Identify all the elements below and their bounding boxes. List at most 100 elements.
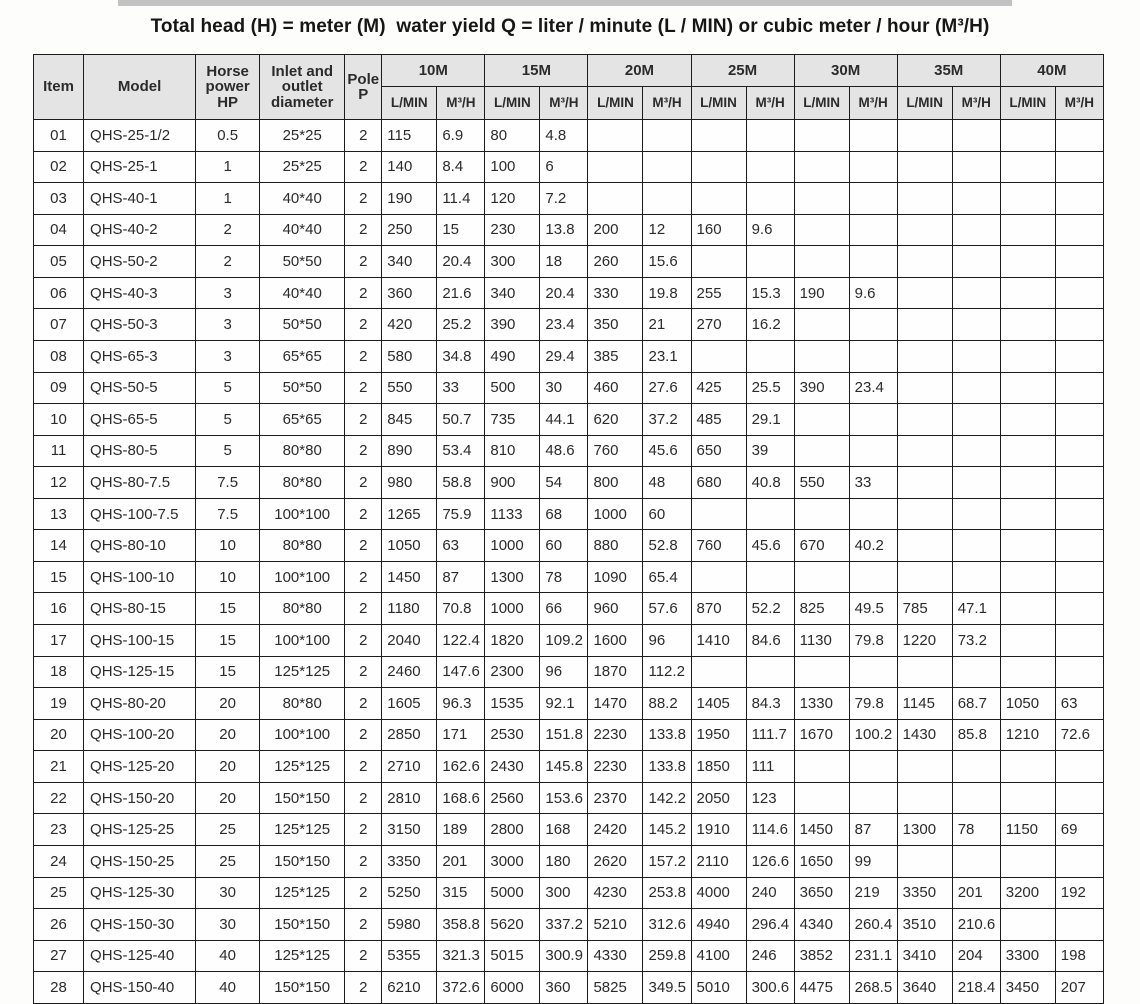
q-35m-lmin-cell: 3410	[896, 939, 953, 973]
q-40m-lmin-cell	[999, 592, 1056, 625]
q-35m-m3h-cell	[951, 655, 1001, 689]
q-30m-m3h-cell: 49.5	[848, 592, 898, 625]
diameter-cell: 125*125	[259, 655, 346, 689]
diameter-cell: 80*80	[259, 592, 346, 625]
q-25m-lmin-cell: 680	[690, 466, 747, 499]
header-unit-lmin: L/MIN	[484, 86, 541, 120]
q-15m-lmin-cell: 230	[484, 213, 541, 247]
q-20m-m3h-cell: 312.6	[642, 908, 692, 941]
q-35m-m3h-cell	[951, 245, 1001, 278]
header-unit-m3h: M³/H	[951, 86, 1001, 120]
q-15m-m3h-cell: 109.2	[539, 624, 589, 657]
q-25m-lmin-cell: 760	[690, 529, 747, 562]
diameter-cell: 40*40	[259, 182, 346, 215]
q-15m-m3h-cell: 30	[539, 371, 589, 405]
q-35m-lmin-cell	[896, 213, 953, 247]
model-cell: QHS-80-7.5	[83, 466, 197, 499]
q-40m-lmin-cell: 3450	[999, 971, 1056, 1004]
horsepower-cell: 10	[195, 529, 261, 562]
model-cell: QHS-100-15	[83, 624, 197, 657]
q-30m-m3h-cell	[848, 245, 898, 278]
q-10m-lmin-cell: 3150	[381, 813, 438, 846]
q-30m-m3h-cell: 260.4	[848, 908, 898, 941]
table-row: 23 QHS-125-25 25 125*125 2 3150 189 2800 168 2420…	[32, 813, 1105, 846]
q-20m-m3h-cell: 45.6	[642, 434, 692, 468]
table-row: 19 QHS-80-20 20 80*80 2 1605 96.3 1535 92.1 1470 8…	[32, 687, 1105, 720]
q-25m-m3h-cell: 25.5	[745, 371, 795, 405]
q-10m-m3h-cell: 58.8	[436, 466, 486, 499]
q-25m-lmin-cell: 4940	[690, 908, 747, 941]
q-35m-lmin-cell: 1430	[896, 718, 953, 752]
q-30m-m3h-cell: 23.4	[848, 371, 898, 405]
q-15m-lmin-cell: 2560	[484, 781, 541, 815]
q-25m-m3h-cell: 111	[745, 750, 795, 783]
q-15m-lmin-cell: 2800	[484, 813, 541, 846]
header-head-30m: 30M	[793, 54, 898, 87]
model-cell: QHS-50-2	[83, 245, 197, 278]
q-10m-lmin-cell: 360	[381, 276, 438, 310]
q-25m-m3h-cell	[745, 150, 795, 184]
table-row: 24 QHS-150-25 25 150*150 2 3350 201 3000 180 2620…	[32, 844, 1105, 878]
q-20m-m3h-cell: 57.6	[642, 592, 692, 625]
item-cell: 23	[32, 813, 85, 846]
q-40m-lmin-cell: 3200	[999, 876, 1056, 910]
horsepower-cell: 15	[195, 655, 261, 689]
q-15m-lmin-cell: 5015	[484, 939, 541, 973]
q-10m-lmin-cell: 5980	[381, 908, 438, 941]
model-cell: QHS-125-25	[83, 813, 197, 846]
q-35m-m3h-cell	[951, 308, 1001, 341]
q-30m-lmin-cell	[793, 497, 850, 531]
q-10m-lmin-cell: 1180	[381, 592, 438, 625]
model-cell: QHS-65-3	[83, 339, 197, 373]
q-10m-m3h-cell: 11.4	[436, 182, 486, 215]
diameter-cell: 65*65	[259, 403, 346, 436]
pole-cell: 2	[344, 276, 383, 310]
table-row: 13 QHS-100-7.5 7.5 100*100 2 1265 75.9 1133 68 10…	[32, 497, 1105, 531]
q-10m-m3h-cell: 162.6	[436, 750, 486, 783]
q-20m-m3h-cell	[642, 119, 692, 152]
q-35m-lmin-cell	[896, 655, 953, 689]
q-40m-lmin-cell	[999, 371, 1056, 405]
q-30m-lmin-cell: 3650	[793, 876, 850, 910]
q-30m-m3h-cell: 40.2	[848, 529, 898, 562]
q-35m-lmin-cell	[896, 339, 953, 373]
model-cell: QHS-100-7.5	[83, 497, 197, 531]
header-head-35m: 35M	[896, 54, 1001, 87]
q-10m-lmin-cell: 250	[381, 213, 438, 247]
q-30m-m3h-cell: 231.1	[848, 939, 898, 973]
horsepower-cell: 5	[195, 403, 261, 436]
horsepower-cell: 3	[195, 308, 261, 341]
pole-cell: 2	[344, 245, 383, 278]
q-25m-lmin-cell: 1910	[690, 813, 747, 846]
q-25m-lmin-cell	[690, 339, 747, 373]
q-25m-lmin-cell: 1410	[690, 624, 747, 657]
pole-cell: 2	[344, 403, 383, 436]
diameter-cell: 80*80	[259, 687, 346, 720]
q-35m-lmin-cell	[896, 308, 953, 341]
q-25m-m3h-cell: 246	[745, 939, 795, 973]
pole-cell: 2	[344, 213, 383, 247]
diameter-cell: 100*100	[259, 497, 346, 531]
q-25m-m3h-cell: 9.6	[745, 213, 795, 247]
q-40m-m3h-cell: 69	[1054, 813, 1105, 846]
pole-cell: 2	[344, 687, 383, 720]
q-40m-m3h-cell	[1054, 624, 1105, 657]
model-cell: QHS-25-1	[83, 150, 197, 184]
q-30m-m3h-cell	[848, 213, 898, 247]
item-cell: 12	[32, 466, 85, 499]
horsepower-cell: 10	[195, 560, 261, 594]
q-15m-lmin-cell: 1535	[484, 687, 541, 720]
diameter-cell: 100*100	[259, 718, 346, 752]
q-15m-m3h-cell: 7.2	[539, 182, 589, 215]
pole-cell: 2	[344, 624, 383, 657]
pole-cell: 2	[344, 813, 383, 846]
model-cell: QHS-150-30	[83, 908, 197, 941]
q-20m-lmin-cell: 350	[587, 308, 644, 341]
q-30m-lmin-cell: 1650	[793, 844, 850, 878]
q-20m-m3h-cell: 48	[642, 466, 692, 499]
q-10m-lmin-cell: 115	[381, 119, 438, 152]
q-10m-lmin-cell: 580	[381, 339, 438, 373]
q-10m-m3h-cell: 70.8	[436, 592, 486, 625]
horsepower-cell: 25	[195, 813, 261, 846]
item-cell: 01	[32, 119, 85, 152]
